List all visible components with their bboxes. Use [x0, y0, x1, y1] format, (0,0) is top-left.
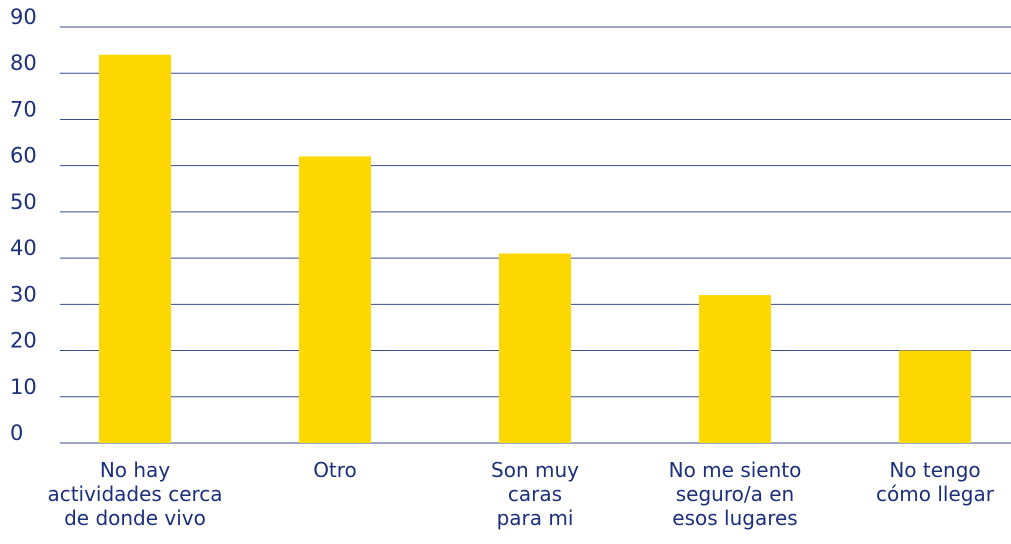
- x-tick-label: Otro: [313, 458, 357, 482]
- y-tick-label: 10: [10, 375, 37, 399]
- y-tick-label: 80: [10, 51, 37, 75]
- x-tick-label: No hay actividades cerca de donde vivo: [47, 458, 223, 530]
- x-tick-label: No tengo cómo llegar: [876, 458, 994, 506]
- y-tick-label: 50: [10, 190, 37, 214]
- bar: [299, 156, 371, 443]
- y-tick-label: 30: [10, 282, 37, 306]
- y-tick-label: 20: [10, 329, 37, 353]
- bar: [99, 54, 171, 443]
- x-tick-label: Son muy caras para mi: [491, 458, 579, 530]
- y-tick-label: 90: [10, 5, 37, 29]
- bar: [699, 295, 771, 443]
- y-tick-label: 70: [10, 97, 37, 121]
- y-tick-label: 60: [10, 144, 37, 168]
- bar: [899, 350, 971, 443]
- bar: [499, 253, 571, 443]
- y-tick-label: 40: [10, 236, 37, 260]
- y-tick-label: 0: [10, 421, 23, 445]
- x-tick-label: No me siento seguro/a en esos lugares: [668, 458, 802, 530]
